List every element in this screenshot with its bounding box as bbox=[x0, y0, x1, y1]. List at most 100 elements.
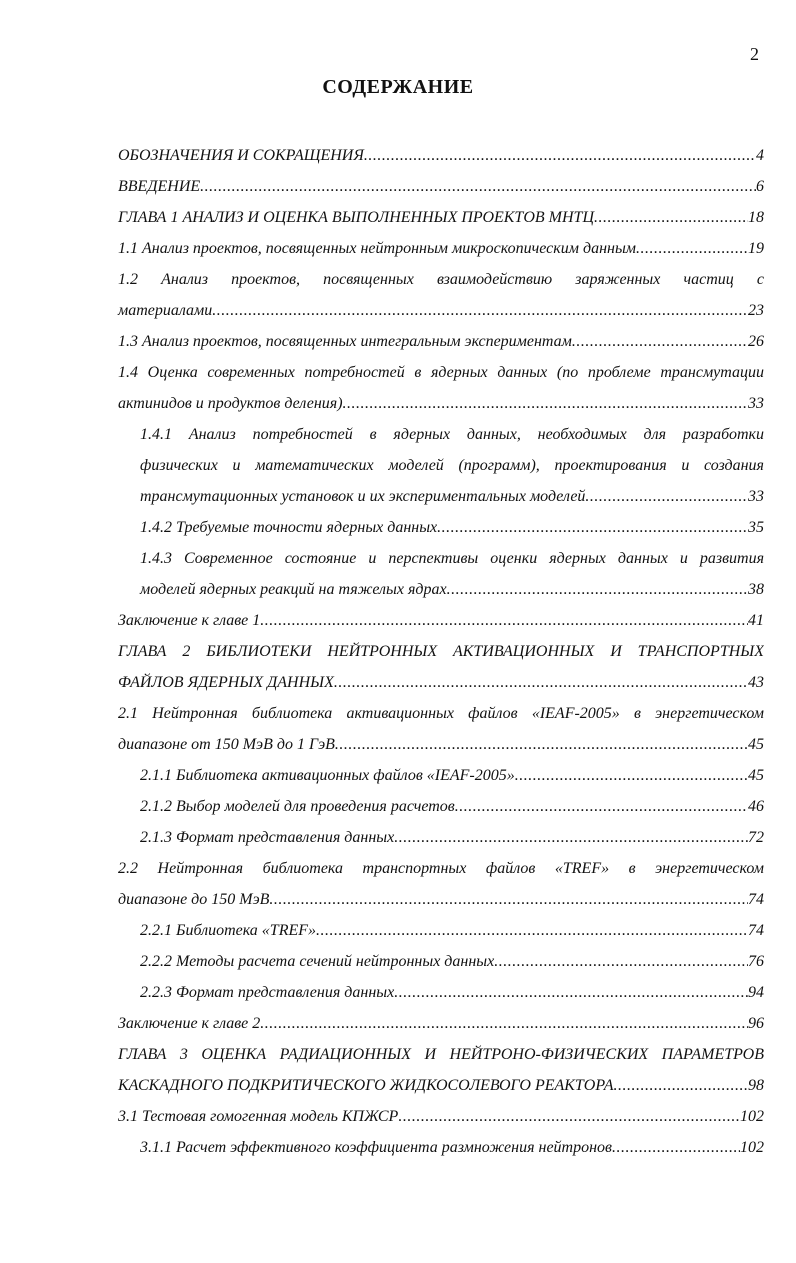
dot-leader bbox=[636, 233, 748, 264]
toc-entry-page: 26 bbox=[748, 333, 764, 350]
dot-leader bbox=[343, 388, 748, 419]
toc-entry-page: 33 bbox=[748, 395, 764, 412]
toc-entry-page: 18 bbox=[748, 209, 764, 226]
dot-leader bbox=[334, 667, 748, 698]
toc-entry-page: 98 bbox=[748, 1077, 764, 1094]
toc-entry-title: КАСКАДНОГО ПОДКРИТИЧЕСКОГО ЖИДКОСОЛЕВОГО… bbox=[118, 1077, 614, 1094]
toc-entry-leader-line: актинидов и продуктов деления) 33 bbox=[118, 388, 764, 419]
page-number: 2 bbox=[750, 44, 759, 64]
dot-leader bbox=[447, 574, 748, 605]
toc-entry-title: диапазоне от 150 МэВ до 1 ГэВ bbox=[118, 736, 335, 753]
toc-entry-title: ГЛАВА 1 АНАЛИЗ И ОЦЕНКА ВЫПОЛНЕННЫХ ПРОЕ… bbox=[118, 209, 594, 226]
toc-entry-title: ОБОЗНАЧЕНИЯ И СОКРАЩЕНИЯ bbox=[118, 147, 364, 164]
toc-entry-leader-line: 1.4.2 Требуемые точности ядерных данных 3… bbox=[140, 512, 764, 543]
toc-entry-leader-line: материалами 23 bbox=[118, 295, 764, 326]
toc-entry[interactable]: 2.1.1 Библиотека активационных файлов «I… bbox=[118, 760, 764, 791]
toc-entry-page: 35 bbox=[748, 519, 764, 536]
toc-entry[interactable]: 2.2.1 Библиотека «TREF» 74 bbox=[118, 915, 764, 946]
toc-entry-title: 2.1.1 Библиотека активационных файлов «I… bbox=[140, 767, 515, 784]
toc-entry-page: 4 bbox=[756, 147, 764, 164]
dot-leader bbox=[398, 1101, 740, 1132]
toc-entry[interactable]: 1.4.1 Анализ потребностей в ядерных данн… bbox=[118, 419, 764, 512]
toc-entry-leader-line: 2.1.3 Формат представления данных 72 bbox=[140, 822, 764, 853]
toc-entry-leader-line: ОБОЗНАЧЕНИЯ И СОКРАЩЕНИЯ 4 bbox=[118, 140, 764, 171]
toc-entry[interactable]: Заключение к главе 2 96 bbox=[118, 1008, 764, 1039]
toc-entry-page: 23 bbox=[748, 302, 764, 319]
toc-entry-title: 2.2.3 Формат представления данных bbox=[140, 984, 395, 1001]
toc-entry-title: 1.3 Анализ проектов, посвященных интегра… bbox=[118, 333, 572, 350]
dot-leader bbox=[260, 605, 748, 636]
toc-entry[interactable]: ВВЕДЕНИЕ 6 bbox=[118, 171, 764, 202]
dot-leader bbox=[316, 915, 748, 946]
toc-entry-leader-line: ГЛАВА 1 АНАЛИЗ И ОЦЕНКА ВЫПОЛНЕННЫХ ПРОЕ… bbox=[118, 202, 764, 233]
toc-entry-page: 38 bbox=[748, 581, 764, 598]
toc-entry[interactable]: 2.2.3 Формат представления данных 94 bbox=[118, 977, 764, 1008]
toc-entry-leader-line: ФАЙЛОВ ЯДЕРНЫХ ДАННЫХ 43 bbox=[118, 667, 764, 698]
dot-leader bbox=[572, 326, 748, 357]
toc-entry-page: 102 bbox=[740, 1108, 764, 1125]
toc-entry-title: трансмутационных установок и их эксперим… bbox=[140, 488, 586, 505]
toc-entry-leader-line: 3.1 Тестовая гомогенная модель КПЖСР 102 bbox=[118, 1101, 764, 1132]
dot-leader bbox=[212, 295, 748, 326]
toc-entry[interactable]: 1.4.3 Современное состояние и перспектив… bbox=[118, 543, 764, 605]
toc-entry[interactable]: 2.2 Нейтронная библиотека транспортных ф… bbox=[118, 853, 764, 915]
toc-entry-page: 33 bbox=[748, 488, 764, 505]
toc-entry[interactable]: 2.1.3 Формат представления данных 72 bbox=[118, 822, 764, 853]
toc-entry-page: 19 bbox=[748, 240, 764, 257]
toc-entry-page: 6 bbox=[756, 178, 764, 195]
toc-entry-line: ГЛАВА 2 БИБЛИОТЕКИ НЕЙТРОННЫХ АКТИВАЦИОН… bbox=[118, 643, 764, 660]
toc-entry-page: 41 bbox=[748, 612, 764, 629]
toc-entry-leader-line: 2.2.3 Формат представления данных 94 bbox=[140, 977, 764, 1008]
toc-entry[interactable]: 1.4.2 Требуемые точности ядерных данных 3… bbox=[118, 512, 764, 543]
toc-entry[interactable]: ГЛАВА 3 ОЦЕНКА РАДИАЦИОННЫХ И НЕЙТРОНО-Ф… bbox=[118, 1039, 764, 1101]
toc-entry-line: ГЛАВА 3 ОЦЕНКА РАДИАЦИОННЫХ И НЕЙТРОНО-Ф… bbox=[118, 1046, 764, 1063]
toc-entry[interactable]: 1.3 Анализ проектов, посвященных интегра… bbox=[118, 326, 764, 357]
toc-entry-leader-line: 2.1.1 Библиотека активационных файлов «I… bbox=[140, 760, 764, 791]
toc-entry-title: 3.1 Тестовая гомогенная модель КПЖСР bbox=[118, 1108, 399, 1125]
toc-entry-leader-line: Заключение к главе 1 41 bbox=[118, 605, 764, 636]
toc-entry[interactable]: 2.2.2 Методы расчета сечений нейтронных … bbox=[118, 946, 764, 977]
dot-leader bbox=[269, 884, 748, 915]
dot-leader bbox=[335, 729, 748, 760]
toc-entry-page: 72 bbox=[748, 829, 764, 846]
dot-leader bbox=[200, 171, 756, 202]
toc-entry-title: 3.1.1 Расчет эффективного коэффициента р… bbox=[140, 1139, 612, 1156]
toc-entry[interactable]: 3.1.1 Расчет эффективного коэффициента р… bbox=[118, 1132, 764, 1163]
toc-entry-page: 96 bbox=[748, 1015, 764, 1032]
toc-entry-title: 2.1.2 Выбор моделей для проведения расче… bbox=[140, 798, 455, 815]
dot-leader bbox=[515, 760, 748, 791]
toc-entry[interactable]: 2.1.2 Выбор моделей для проведения расче… bbox=[118, 791, 764, 822]
toc-entry[interactable]: Заключение к главе 1 41 bbox=[118, 605, 764, 636]
toc-entry-leader-line: 3.1.1 Расчет эффективного коэффициента р… bbox=[140, 1132, 764, 1163]
toc-entry-leader-line: диапазоне от 150 МэВ до 1 ГэВ 45 bbox=[118, 729, 764, 760]
toc-entry-line: 1.4.3 Современное состояние и перспектив… bbox=[140, 550, 764, 567]
toc-entry[interactable]: 3.1 Тестовая гомогенная модель КПЖСР 102 bbox=[118, 1101, 764, 1132]
toc-entry[interactable]: ГЛАВА 2 БИБЛИОТЕКИ НЕЙТРОННЫХ АКТИВАЦИОН… bbox=[118, 636, 764, 698]
toc-entry-leader-line: 1.3 Анализ проектов, посвященных интегра… bbox=[118, 326, 764, 357]
toc-entry[interactable]: ГЛАВА 1 АНАЛИЗ И ОЦЕНКА ВЫПОЛНЕННЫХ ПРОЕ… bbox=[118, 202, 764, 233]
toc-entry-page: 76 bbox=[748, 953, 764, 970]
toc-entry-title: Заключение к главе 2 bbox=[118, 1015, 261, 1032]
dot-leader bbox=[394, 977, 748, 1008]
dot-leader bbox=[455, 791, 748, 822]
dot-leader bbox=[437, 512, 748, 543]
toc-entry-leader-line: 1.1 Анализ проектов, посвященных нейтрон… bbox=[118, 233, 764, 264]
toc-entry[interactable]: 1.4 Оценка современных потребностей в яд… bbox=[118, 357, 764, 419]
toc-entry-title: 1.1 Анализ проектов, посвященных нейтрон… bbox=[118, 240, 636, 257]
toc-entry[interactable]: ОБОЗНАЧЕНИЯ И СОКРАЩЕНИЯ 4 bbox=[118, 140, 764, 171]
dot-leader bbox=[260, 1008, 748, 1039]
toc-entry-title: Заключение к главе 1 bbox=[118, 612, 261, 629]
toc-entry[interactable]: 1.1 Анализ проектов, посвященных нейтрон… bbox=[118, 233, 764, 264]
toc-entry[interactable]: 1.2 Анализ проектов, посвященных взаимод… bbox=[118, 264, 764, 326]
dot-leader bbox=[594, 202, 748, 233]
toc-entry-title: 2.2.1 Библиотека «TREF» bbox=[140, 922, 317, 939]
toc-entry-line: физических и математических моделей (про… bbox=[140, 457, 764, 474]
toc-entry-leader-line: 2.2.1 Библиотека «TREF» 74 bbox=[140, 915, 764, 946]
toc-entry-leader-line: 2.1.2 Выбор моделей для проведения расче… bbox=[140, 791, 764, 822]
toc-entry-page: 45 bbox=[748, 767, 764, 784]
toc-entry-title: актинидов и продуктов деления) bbox=[118, 395, 343, 412]
toc-entry[interactable]: 2.1 Нейтронная библиотека активационных … bbox=[118, 698, 764, 760]
toc-entry-title: диапазоне до 150 МэВ bbox=[118, 891, 270, 908]
dot-leader bbox=[494, 946, 748, 977]
toc-entry-page: 74 bbox=[748, 922, 764, 939]
